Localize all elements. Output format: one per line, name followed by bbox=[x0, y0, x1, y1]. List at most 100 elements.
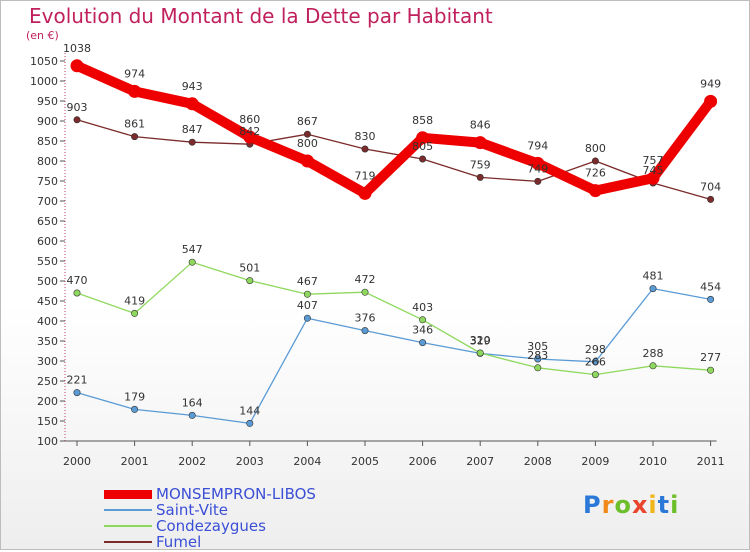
data-label: 376 bbox=[355, 312, 376, 325]
series-line-Fumel bbox=[76, 119, 712, 201]
x-tick-label: 2011 bbox=[697, 455, 725, 468]
logo-letter: i bbox=[648, 491, 658, 519]
data-label: 501 bbox=[239, 262, 260, 275]
data-label: 943 bbox=[182, 80, 203, 93]
data-point bbox=[419, 155, 427, 163]
chart-subtitle: (en €) bbox=[26, 29, 59, 42]
data-point bbox=[303, 130, 311, 138]
logo-letter: x bbox=[631, 491, 649, 519]
data-point bbox=[531, 156, 545, 170]
data-point bbox=[707, 366, 715, 374]
x-tick-label: 2003 bbox=[236, 455, 264, 468]
data-label: 847 bbox=[182, 123, 203, 136]
data-label: 472 bbox=[355, 273, 376, 286]
data-point bbox=[473, 136, 487, 150]
data-point bbox=[707, 295, 715, 303]
legend-swatch bbox=[104, 541, 152, 543]
data-point bbox=[534, 355, 542, 363]
axes: 100 150 200 250 300 350 400 450 500 550 600 650 700 7… bbox=[30, 53, 725, 468]
data-label: 903 bbox=[67, 101, 88, 114]
data-point bbox=[419, 339, 427, 347]
data-label: 800 bbox=[585, 142, 606, 155]
data-point bbox=[73, 389, 81, 397]
x-tick-label: 2000 bbox=[63, 455, 91, 468]
series-points bbox=[70, 59, 718, 427]
data-label: 1038 bbox=[63, 42, 91, 55]
data-label: 749 bbox=[527, 162, 548, 175]
legend-swatch bbox=[104, 509, 152, 511]
series-lines bbox=[72, 60, 716, 425]
x-tick-label: 2005 bbox=[351, 455, 379, 468]
data-label: 454 bbox=[700, 280, 721, 293]
y-tick-label: 1050 bbox=[30, 55, 58, 68]
data-label: 858 bbox=[412, 114, 433, 127]
y-tick-label: 100 bbox=[37, 435, 58, 448]
data-point bbox=[188, 138, 196, 146]
data-point bbox=[361, 145, 369, 153]
y-tick-label: 900 bbox=[37, 115, 58, 128]
data-point bbox=[188, 411, 196, 419]
data-point bbox=[303, 290, 311, 298]
y-tick-label: 950 bbox=[37, 95, 58, 108]
y-tick-label: 850 bbox=[37, 135, 58, 148]
data-point bbox=[128, 84, 142, 98]
data-label: 320 bbox=[470, 334, 491, 347]
chart-title: Evolution du Montant de la Dette par Hab… bbox=[29, 4, 493, 28]
y-tick-label: 250 bbox=[37, 375, 58, 388]
data-label: 277 bbox=[700, 351, 721, 364]
data-point bbox=[591, 371, 599, 379]
y-tick-label: 450 bbox=[37, 295, 58, 308]
data-label: 283 bbox=[527, 349, 548, 362]
data-label: 759 bbox=[470, 158, 491, 171]
logo-letter: r bbox=[601, 491, 615, 519]
x-tick-label: 2009 bbox=[581, 455, 609, 468]
y-tick-label: 150 bbox=[37, 415, 58, 428]
data-point bbox=[416, 131, 430, 145]
data-point bbox=[534, 364, 542, 372]
data-point bbox=[534, 177, 542, 185]
y-tick-label: 200 bbox=[37, 395, 58, 408]
y-tick-label: 350 bbox=[37, 335, 58, 348]
data-label: 805 bbox=[412, 140, 433, 153]
logo-letter: o bbox=[614, 491, 632, 519]
data-point bbox=[707, 195, 715, 203]
data-label: 221 bbox=[67, 374, 88, 387]
data-label: 144 bbox=[239, 404, 260, 417]
data-point bbox=[73, 289, 81, 297]
y-tick-label: 1000 bbox=[30, 75, 58, 88]
x-tick-label: 2001 bbox=[121, 455, 149, 468]
data-label: 266 bbox=[585, 356, 606, 369]
series-line-Condezaygues bbox=[76, 261, 712, 376]
legend-label: Condezaygues bbox=[156, 517, 266, 535]
y-tick-label: 500 bbox=[37, 275, 58, 288]
data-point bbox=[185, 97, 199, 111]
data-point bbox=[131, 133, 139, 141]
data-point bbox=[188, 258, 196, 266]
x-tick-label: 2008 bbox=[524, 455, 552, 468]
data-point bbox=[591, 358, 599, 366]
data-label: 745 bbox=[643, 164, 664, 177]
data-point bbox=[131, 405, 139, 413]
x-tick-label: 2007 bbox=[466, 455, 494, 468]
y-tick-label: 750 bbox=[37, 175, 58, 188]
data-label: 949 bbox=[700, 77, 721, 90]
data-point bbox=[246, 419, 254, 427]
data-label: 861 bbox=[124, 118, 145, 131]
y-tick-label: 300 bbox=[37, 355, 58, 368]
data-label: 164 bbox=[182, 396, 203, 409]
legend-swatch bbox=[104, 489, 152, 499]
data-label: 407 bbox=[297, 299, 318, 312]
legend-label: MONSEMPRON-LIBOS bbox=[156, 485, 316, 503]
data-label: 704 bbox=[700, 180, 721, 193]
data-label: 830 bbox=[355, 130, 376, 143]
data-label: 403 bbox=[412, 301, 433, 314]
series-line-MONSEMPRON-LIBOS bbox=[72, 60, 716, 199]
x-tick-label: 2004 bbox=[293, 455, 321, 468]
legend-label: Fumel bbox=[156, 533, 202, 551]
y-tick-label: 400 bbox=[37, 315, 58, 328]
data-point bbox=[591, 157, 599, 165]
data-point bbox=[649, 285, 657, 293]
x-tick-label: 2002 bbox=[178, 455, 206, 468]
data-point bbox=[131, 309, 139, 317]
